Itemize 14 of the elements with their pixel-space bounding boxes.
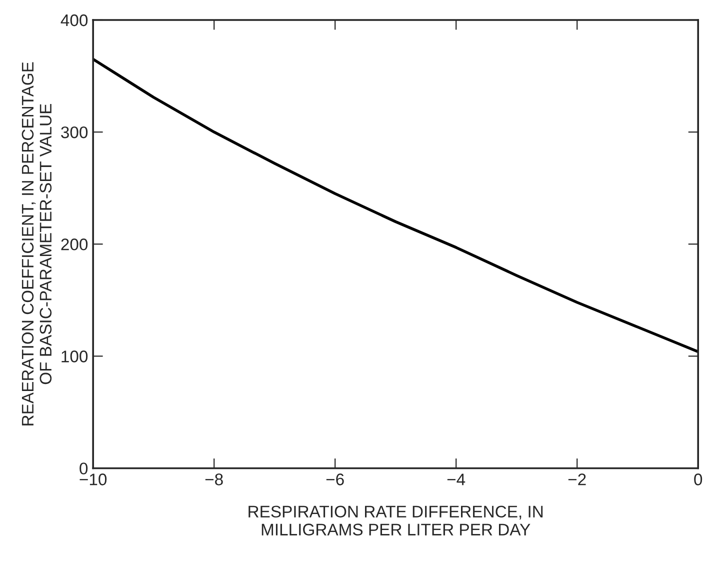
x-tick-label: −4 bbox=[447, 474, 466, 486]
x-tick-label: −10 bbox=[80, 474, 107, 486]
line-series bbox=[93, 58, 698, 354]
y-axis-title: REAERATION COEFFICIENT, IN PERCENTAGE OF BASIC-PARAMETER-SET VALUE bbox=[22, 62, 52, 426]
y-tick-label: 400 bbox=[60, 14, 88, 26]
y-tick-label: 200 bbox=[61, 238, 88, 250]
x-tick-label: 0 bbox=[694, 474, 702, 486]
x-tick-label: −8 bbox=[205, 474, 223, 486]
x-axis-title: RESPIRATION RATE DIFFERENCE, IN MILLIGRAMS PER LITER PER DAY bbox=[248, 506, 543, 536]
y-tick-label: 100 bbox=[62, 350, 88, 362]
y-tick-label: 0 bbox=[80, 462, 88, 474]
x-tick-label: −2 bbox=[568, 474, 586, 486]
x-tick-label: −6 bbox=[326, 474, 344, 486]
y-tick-label: 300 bbox=[61, 126, 88, 138]
